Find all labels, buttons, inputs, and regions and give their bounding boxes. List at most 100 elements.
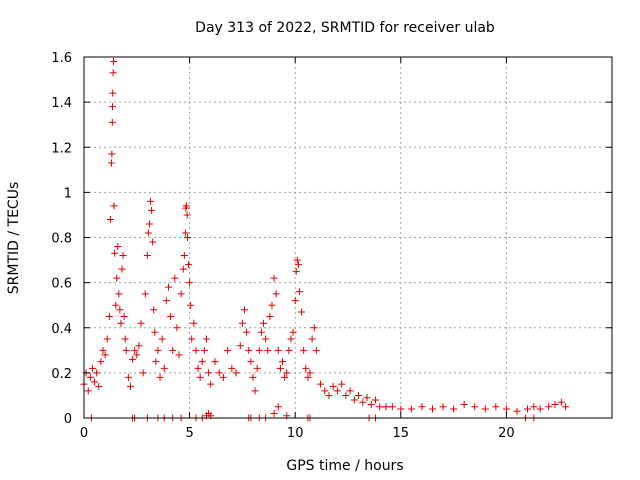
- data-point: [105, 312, 113, 320]
- data-point: [200, 346, 208, 354]
- x-tick-label: 0: [80, 426, 88, 441]
- data-point: [108, 150, 116, 158]
- data-point: [160, 364, 168, 372]
- y-tick-label: 1.6: [51, 51, 72, 66]
- data-point: [376, 403, 384, 411]
- data-point: [109, 69, 117, 77]
- data-point: [270, 274, 278, 282]
- data-point: [247, 358, 255, 366]
- y-tick-label: 1.2: [51, 141, 72, 156]
- data-point: [156, 373, 164, 381]
- y-tick-label: 1.4: [51, 96, 72, 111]
- data-point: [317, 380, 325, 388]
- data-point: [266, 312, 274, 320]
- data-point: [513, 407, 521, 415]
- data-point: [260, 319, 268, 327]
- y-tick-label: 0.8: [51, 232, 72, 247]
- data-point: [139, 369, 147, 377]
- data-point: [211, 358, 219, 366]
- data-point: [481, 405, 489, 413]
- data-point: [283, 369, 291, 377]
- data-point: [175, 351, 183, 359]
- data-point: [95, 382, 103, 390]
- data-point: [181, 229, 189, 237]
- data-point: [109, 89, 117, 97]
- data-point: [190, 319, 198, 327]
- data-point: [502, 405, 510, 413]
- data-point: [152, 358, 160, 366]
- data-point: [169, 346, 177, 354]
- x-tick-label: 5: [185, 426, 193, 441]
- data-point: [215, 369, 223, 377]
- x-tick-label: 20: [498, 426, 515, 441]
- data-point: [86, 373, 94, 381]
- data-point: [232, 369, 240, 377]
- data-point: [113, 274, 121, 282]
- data-point: [207, 380, 215, 388]
- data-point: [145, 220, 153, 228]
- data-point: [109, 103, 117, 111]
- data-point: [173, 324, 181, 332]
- data-point: [272, 290, 280, 298]
- data-point: [110, 202, 118, 210]
- grid-lines: [84, 57, 612, 418]
- data-point: [253, 364, 261, 372]
- data-point: [279, 358, 287, 366]
- data-point: [224, 346, 232, 354]
- data-point: [124, 373, 132, 381]
- data-point: [264, 346, 272, 354]
- data-point: [228, 364, 236, 372]
- data-point: [91, 378, 99, 386]
- data-point: [114, 243, 122, 251]
- data-point: [115, 290, 123, 298]
- data-point: [147, 197, 155, 205]
- data-point: [122, 346, 130, 354]
- data-point: [144, 229, 152, 237]
- data-point: [251, 387, 259, 395]
- data-point: [325, 391, 333, 399]
- y-tick-label: 0: [64, 412, 72, 427]
- data-point: [285, 346, 293, 354]
- data-point: [167, 312, 175, 320]
- data-point: [310, 324, 318, 332]
- data-point: [182, 202, 190, 210]
- data-point: [338, 380, 346, 388]
- data-point: [185, 261, 193, 269]
- data-point: [355, 391, 363, 399]
- data-point: [536, 405, 544, 413]
- data-point: [450, 405, 458, 413]
- data-point: [158, 335, 166, 343]
- data-point: [180, 252, 188, 260]
- data-point: [294, 261, 302, 269]
- data-point: [183, 211, 191, 219]
- data-point: [106, 215, 114, 223]
- data-point: [363, 394, 371, 402]
- data-point: [97, 358, 105, 366]
- data-point: [249, 373, 257, 381]
- data-point: [236, 342, 244, 350]
- data-point: [268, 301, 276, 309]
- data-point: [129, 355, 137, 363]
- data-point: [262, 335, 270, 343]
- data-point: [151, 328, 159, 336]
- data-point: [295, 288, 303, 296]
- data-point: [241, 306, 249, 314]
- data-point: [333, 387, 341, 395]
- data-point: [243, 328, 251, 336]
- data-point: [382, 403, 390, 411]
- data-point: [418, 403, 426, 411]
- data-point: [471, 403, 479, 411]
- data-point: [93, 369, 101, 377]
- data-point: [274, 346, 282, 354]
- data-point: [397, 405, 405, 413]
- data-point: [116, 306, 124, 314]
- data-point: [198, 358, 206, 366]
- data-point: [274, 403, 282, 411]
- data-point: [171, 274, 179, 282]
- data-point: [150, 306, 158, 314]
- data-point: [293, 256, 301, 264]
- data-point: [407, 405, 415, 413]
- data-point: [428, 405, 436, 413]
- data-point: [84, 387, 92, 395]
